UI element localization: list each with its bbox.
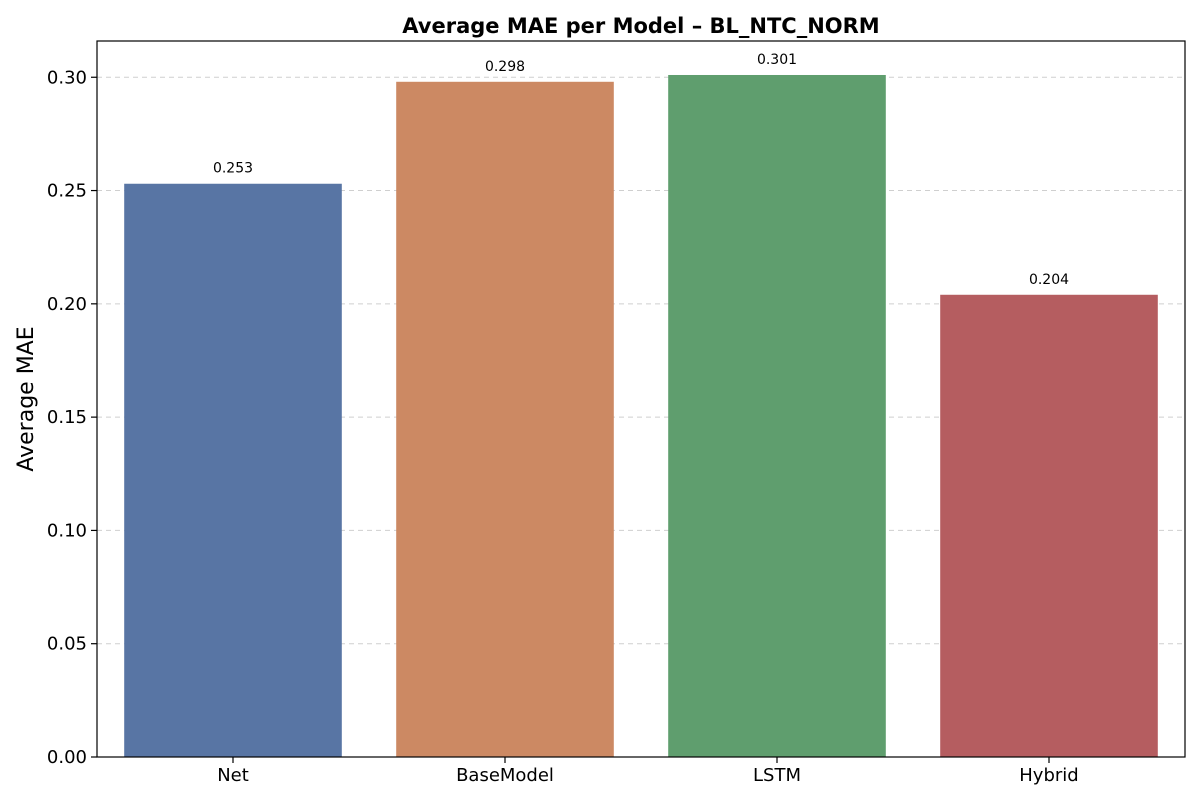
y-tick-label: 0.10 [47,520,87,541]
plot-frame [96,40,1186,758]
data-label: 0.204 [1029,272,1069,288]
x-tick-label: BaseModel [456,765,554,786]
data-label: 0.298 [485,59,525,75]
x-tick-label: Hybrid [1019,765,1078,786]
bar-basemodel [396,81,614,758]
bar-lstm [668,74,886,757]
data-label: 0.253 [213,161,253,177]
y-tick-label: 0.25 [47,181,87,202]
y-tick-label: 0.30 [47,67,87,88]
data-labels: 0.253 0.298 0.301 0.204 [213,52,1069,288]
axes: 0.00 0.05 0.10 0.15 0.20 0.25 0.30 Net BaseModel… [47,40,1186,786]
y-axis-label: Average MAE [14,326,39,471]
x-tick-label: Net [217,765,249,786]
bar-net [124,183,342,758]
y-tick-label: 0.05 [47,634,87,655]
bar-hybrid [940,294,1158,757]
y-tick-label: 0.15 [47,407,87,428]
y-tick-label: 0.20 [47,294,87,315]
bars [124,74,1158,758]
x-tick-label: LSTM [753,765,801,786]
chart-title: Average MAE per Model – BL_NTC_NORM [402,14,879,38]
y-tick-label: 0.00 [47,747,87,768]
data-label: 0.301 [757,52,797,68]
